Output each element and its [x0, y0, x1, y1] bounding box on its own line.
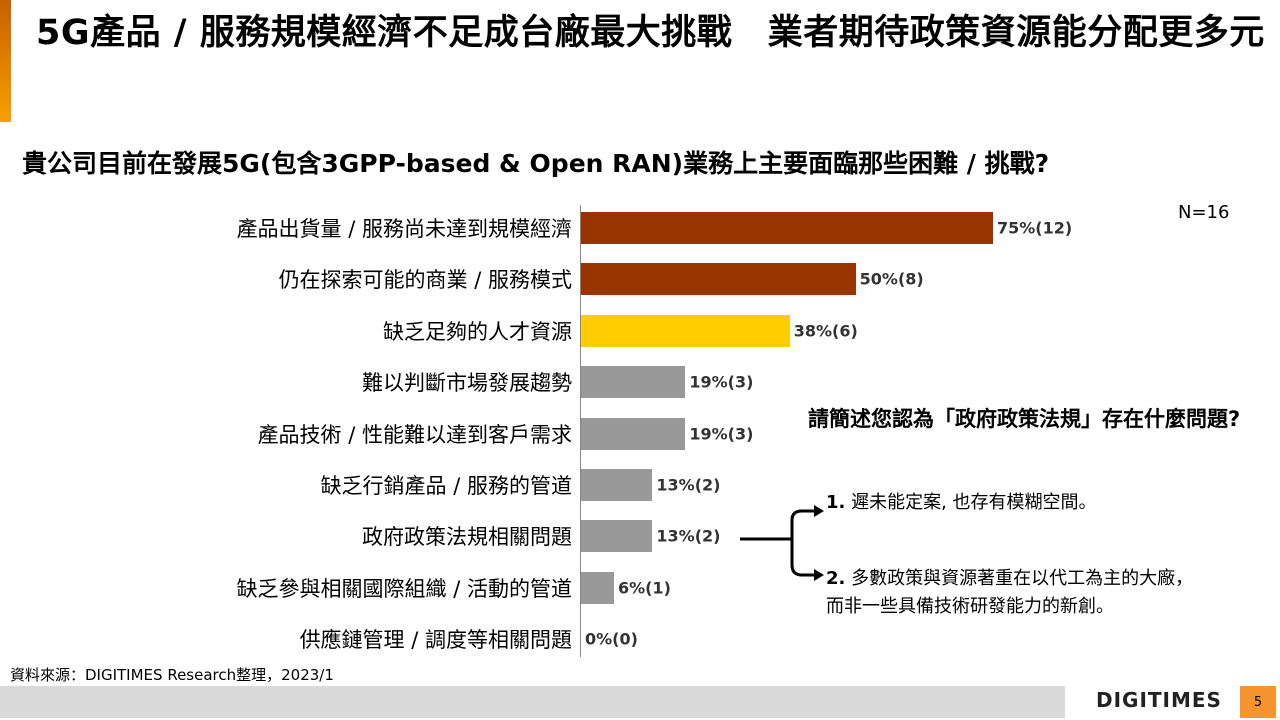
- category-label: 缺乏參與相關國際組織 / 活動的管道: [236, 576, 572, 601]
- category-label: 仍在探索可能的商業 / 服務模式: [278, 268, 572, 293]
- bar: [581, 520, 653, 553]
- bar: [581, 314, 790, 347]
- side-question: 請簡述您認為「政府政策法規」存在什麼問題?: [808, 407, 1241, 431]
- data-label: 13%(2): [656, 526, 721, 546]
- category-axis: [580, 205, 581, 657]
- bar: [581, 417, 686, 450]
- data-label: 75%(12): [997, 218, 1073, 238]
- item-number: 2.: [826, 568, 846, 589]
- source-note: 資料來源：DIGITIMES Research整理，2023/1: [10, 666, 334, 684]
- chart-title: 貴公司目前在發展5G(包含3GPP-based & Open RAN)業務上主要…: [22, 149, 1050, 178]
- category-label: 缺乏行銷產品 / 服務的管道: [320, 474, 572, 498]
- bar: [581, 212, 993, 244]
- bar: [581, 469, 653, 501]
- answer-item: 2. 多數政策與資源著重在以代工為主的大廠，而非一些具備技術研發能力的新創。: [826, 565, 1206, 621]
- bar: [581, 366, 686, 399]
- data-label: 0%(0): [585, 629, 638, 649]
- digitimes-logo: DIGITIMES: [1096, 688, 1222, 712]
- category-label: 供應鏈管理 / 調度等相關問題: [299, 628, 572, 653]
- item-text: 遲未能定案, 也存有模糊空間。: [851, 492, 1097, 513]
- data-label: 6%(1): [617, 578, 671, 598]
- bar: [581, 263, 856, 296]
- page-title: 5G產品 / 服務規模經濟不足成台廠最大挑戰 業者期待政策資源能分配更多元: [36, 13, 1265, 53]
- data-label: 19%(3): [689, 424, 754, 444]
- item-number: 1.: [826, 492, 846, 513]
- category-label: 缺乏足夠的人才資源: [383, 319, 572, 344]
- data-label: 13%(2): [656, 475, 721, 495]
- sample-size: N=16: [1178, 202, 1230, 223]
- category-label: 難以判斷市場發展趨勢: [362, 371, 572, 396]
- data-label: 38%(6): [793, 321, 858, 341]
- title-accent-bar: [0, 0, 11, 122]
- bar: [581, 571, 614, 604]
- data-label: 50%(8): [859, 269, 924, 289]
- category-label: 政府政策法規相關問題: [362, 525, 572, 550]
- footer-bar: [0, 686, 1065, 718]
- category-label: 產品技術 / 性能難以達到客戶需求: [257, 422, 572, 447]
- category-label: 產品出貨量 / 服務尚未達到規模經濟: [236, 217, 572, 241]
- answer-item: 1. 遲未能定案, 也存有模糊空間。: [826, 489, 1206, 517]
- data-label: 19%(3): [689, 372, 754, 392]
- item-text: 多數政策與資源著重在以代工為主的大廠，而非一些具備技術研發能力的新創。: [826, 568, 1194, 617]
- bracket-arrow-icon: [740, 505, 824, 581]
- page-number: 5: [1240, 686, 1276, 718]
